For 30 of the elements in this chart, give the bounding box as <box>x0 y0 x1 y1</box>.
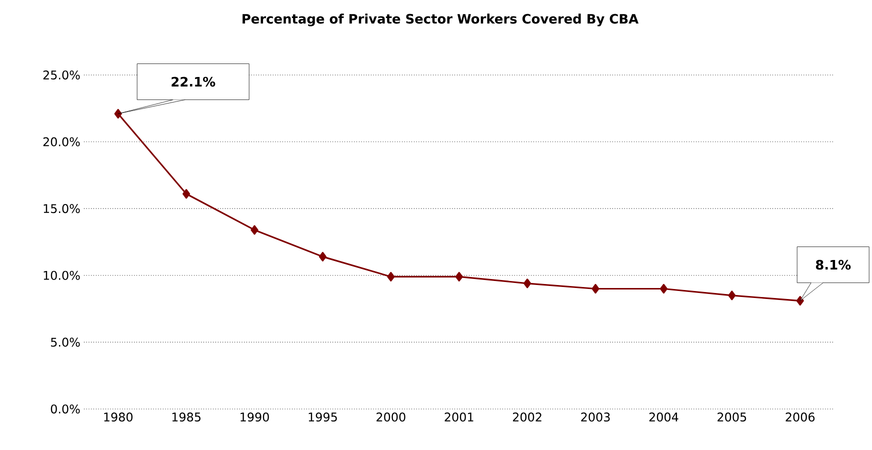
y-tick-label: 10.0% <box>44 270 80 280</box>
point <box>318 252 326 262</box>
x-tick-label: 2000 <box>376 412 406 422</box>
x-tick-label: 2004 <box>649 412 678 422</box>
y-tick-label: 0.0% <box>50 404 80 414</box>
x-tick-label: 1980 <box>104 412 133 422</box>
point <box>524 278 532 288</box>
y-tick-label: 15.0% <box>44 204 80 214</box>
x-tick-label: 2003 <box>581 412 610 422</box>
x-tick-label: 1995 <box>308 412 337 422</box>
x-tick-label: 2002 <box>512 412 542 422</box>
point <box>114 108 122 119</box>
x-tick-label: 2001 <box>444 412 474 422</box>
chart-title: Percentage of Private Sector Workers Covered By CBA <box>242 14 639 26</box>
point <box>592 284 600 294</box>
point <box>455 272 463 282</box>
point <box>250 225 258 235</box>
x-tick-label: 2006 <box>786 412 815 422</box>
y-tick-label: 25.0% <box>43 70 80 80</box>
point <box>182 189 190 199</box>
y-tick-label: 20.0% <box>43 137 80 146</box>
point <box>660 284 668 294</box>
point <box>728 290 736 300</box>
x-tick-label: 1985 <box>172 412 200 422</box>
x-tick-label: 1990 <box>240 412 269 422</box>
annotation: 22.1% <box>172 76 216 87</box>
annotation: 8.1% <box>816 260 851 270</box>
y-tick-label: 5.0% <box>51 338 80 347</box>
x-tick-label: 2005 <box>718 412 746 422</box>
point <box>387 272 395 282</box>
